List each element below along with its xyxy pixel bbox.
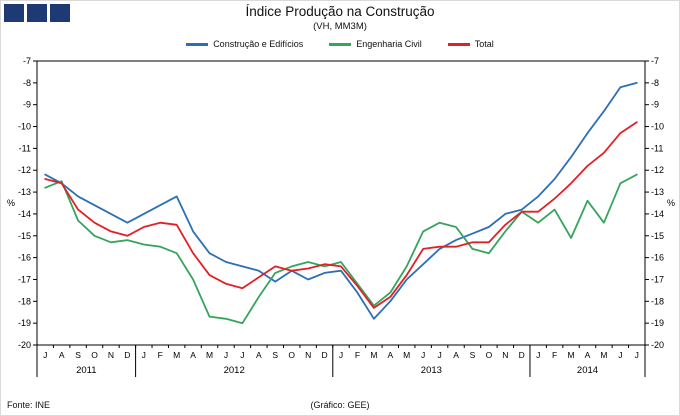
- svg-text:-16: -16: [18, 253, 31, 263]
- legend-line-swatch-red: [447, 42, 470, 46]
- svg-text:-18: -18: [18, 296, 31, 306]
- svg-text:J: J: [240, 350, 244, 360]
- svg-text:2012: 2012: [224, 365, 245, 376]
- svg-text:-12: -12: [651, 165, 664, 175]
- svg-text:M: M: [173, 350, 180, 360]
- svg-text:N: N: [305, 350, 311, 360]
- svg-text:%: %: [667, 198, 675, 208]
- svg-text:-20: -20: [18, 340, 31, 350]
- svg-text:-16: -16: [651, 253, 664, 263]
- svg-text:-10: -10: [18, 122, 31, 132]
- chart-subtitle: (VH, MM3M): [313, 21, 367, 32]
- svg-text:N: N: [108, 350, 114, 360]
- legend-label: Engenharia Civil: [356, 39, 422, 49]
- svg-text:O: O: [91, 350, 98, 360]
- svg-text:J: J: [43, 350, 47, 360]
- svg-text:A: A: [256, 350, 262, 360]
- svg-text:D: D: [519, 350, 525, 360]
- svg-text:D: D: [321, 350, 327, 360]
- svg-text:M: M: [370, 350, 377, 360]
- credit-note: (Gráfico: GEE): [310, 400, 370, 410]
- legend-label: Total: [474, 39, 494, 49]
- svg-text:M: M: [403, 350, 410, 360]
- chart-title: Índice Produção na Construção: [245, 4, 435, 19]
- svg-text:-11: -11: [651, 143, 663, 153]
- svg-text:O: O: [486, 350, 493, 360]
- svg-text:-14: -14: [18, 209, 31, 219]
- svg-text:-12: -12: [18, 165, 31, 175]
- svg-text:-10: -10: [651, 122, 664, 132]
- legend-label: Construção e Edifícios: [213, 39, 304, 49]
- svg-text:-8: -8: [23, 78, 31, 88]
- svg-text:A: A: [59, 350, 65, 360]
- legend-line-swatch-blue: [186, 42, 209, 46]
- svg-text:-9: -9: [651, 100, 659, 110]
- legend-item-total: Total: [447, 39, 494, 49]
- svg-text:-18: -18: [651, 296, 664, 306]
- legend-line-swatch-green: [329, 42, 352, 46]
- svg-text:A: A: [190, 350, 196, 360]
- svg-text:J: J: [224, 350, 228, 360]
- svg-text:A: A: [453, 350, 459, 360]
- svg-text:-15: -15: [651, 231, 664, 241]
- logo-square: [50, 4, 70, 22]
- svg-text:F: F: [552, 350, 557, 360]
- svg-text:J: J: [142, 350, 146, 360]
- logo: [4, 4, 70, 22]
- svg-text:-13: -13: [651, 187, 664, 197]
- svg-text:-11: -11: [19, 143, 31, 153]
- svg-text:-15: -15: [18, 231, 31, 241]
- svg-text:S: S: [75, 350, 81, 360]
- svg-text:-9: -9: [23, 100, 31, 110]
- svg-text:O: O: [288, 350, 295, 360]
- svg-text:A: A: [387, 350, 393, 360]
- svg-text:-7: -7: [23, 56, 31, 66]
- svg-text:M: M: [206, 350, 213, 360]
- svg-text:-17: -17: [18, 274, 31, 284]
- legend-item-engenharia: Engenharia Civil: [329, 39, 422, 49]
- svg-text:M: M: [568, 350, 575, 360]
- svg-text:-20: -20: [651, 340, 664, 350]
- svg-text:A: A: [585, 350, 591, 360]
- svg-text:J: J: [635, 350, 639, 360]
- svg-text:S: S: [470, 350, 476, 360]
- svg-text:-19: -19: [18, 318, 31, 328]
- svg-text:-7: -7: [651, 56, 659, 66]
- svg-text:D: D: [124, 350, 130, 360]
- svg-text:2014: 2014: [577, 365, 598, 376]
- svg-text:-19: -19: [651, 318, 664, 328]
- svg-text:F: F: [355, 350, 360, 360]
- svg-text:-17: -17: [651, 274, 664, 284]
- legend-item-construcao: Construção e Edifícios: [186, 39, 303, 49]
- svg-text:-14: -14: [651, 209, 664, 219]
- svg-text:J: J: [618, 350, 622, 360]
- logo-square: [4, 4, 24, 22]
- line-chart-svg: -7 -7 -8 -8 -9 -9 -10 -10 -11 -11 -12 -12 -13 -13 -14 -…: [7, 56, 675, 377]
- svg-text:-13: -13: [18, 187, 31, 197]
- plot-area: -7 -7 -8 -8 -9 -9 -10 -10 -11 -11 -12 -12 -13 -13 -14 -…: [1, 53, 679, 387]
- svg-text:-8: -8: [651, 78, 659, 88]
- chart-legend: Construção e Edifícios Engenharia Civil …: [1, 39, 679, 49]
- svg-text:M: M: [600, 350, 607, 360]
- svg-text:F: F: [158, 350, 163, 360]
- logo-square: [27, 4, 47, 22]
- svg-text:2013: 2013: [421, 365, 442, 376]
- svg-text:N: N: [502, 350, 508, 360]
- svg-text:J: J: [339, 350, 343, 360]
- svg-text:S: S: [272, 350, 278, 360]
- svg-text:2011: 2011: [76, 365, 96, 376]
- svg-text:J: J: [536, 350, 540, 360]
- svg-text:J: J: [421, 350, 425, 360]
- source-note: Fonte: INE: [7, 400, 51, 410]
- svg-text:%: %: [7, 198, 15, 208]
- svg-text:J: J: [437, 350, 441, 360]
